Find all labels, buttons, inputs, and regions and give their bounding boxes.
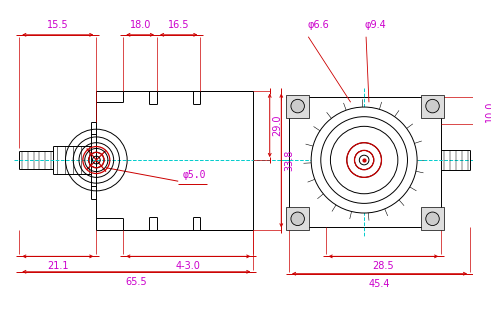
Text: 65.5: 65.5	[126, 277, 147, 287]
Text: φ6.6: φ6.6	[307, 20, 329, 30]
Text: 10.0: 10.0	[485, 100, 491, 122]
Text: 16.5: 16.5	[168, 20, 190, 30]
Bar	[289, 98, 441, 227]
Circle shape	[426, 212, 439, 225]
Text: 15.5: 15.5	[47, 20, 69, 30]
Bar	[421, 95, 444, 118]
Bar	[286, 207, 309, 230]
Text: φ5.0: φ5.0	[183, 170, 206, 180]
Text: 4-3.0: 4-3.0	[176, 261, 201, 271]
Bar	[96, 91, 253, 230]
Text: 45.4: 45.4	[369, 279, 390, 289]
Circle shape	[291, 99, 304, 113]
Text: 18.0: 18.0	[130, 20, 151, 30]
Text: 28.5: 28.5	[373, 261, 394, 271]
Text: 33.8: 33.8	[284, 150, 294, 171]
Bar	[421, 207, 444, 230]
Text: 29.0: 29.0	[273, 115, 283, 136]
Bar	[286, 95, 309, 118]
Circle shape	[426, 99, 439, 113]
Text: φ9.4: φ9.4	[365, 20, 386, 30]
Circle shape	[291, 212, 304, 225]
Text: 21.1: 21.1	[47, 261, 69, 271]
Circle shape	[311, 107, 417, 213]
